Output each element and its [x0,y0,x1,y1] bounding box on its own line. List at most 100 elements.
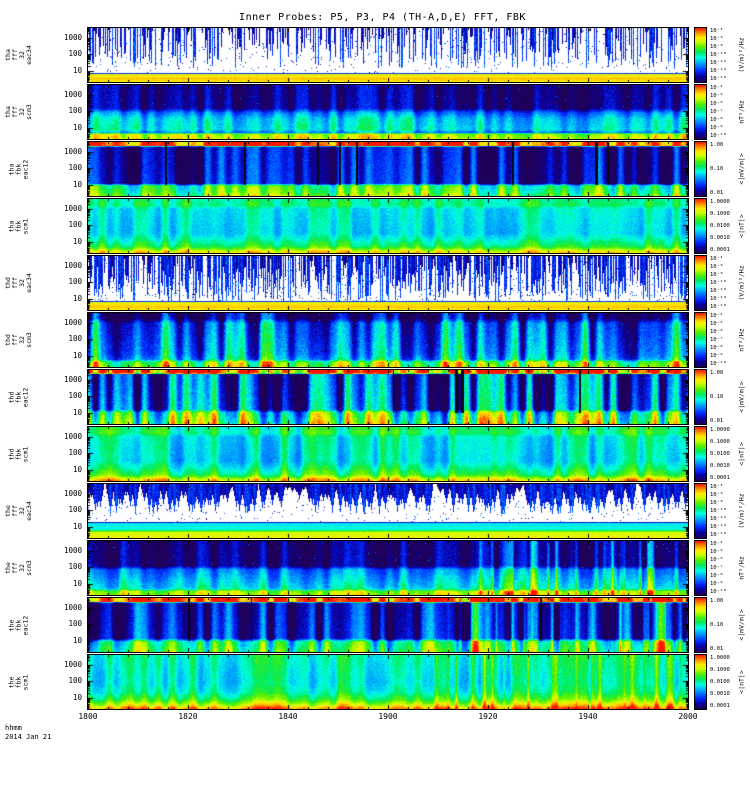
panel-label: tha fff 32 scm3 [4,104,33,120]
y-tick-label: 10 [72,122,82,132]
y-tick-label: 1000 [63,374,82,384]
colorbar [694,198,707,254]
colorbar-tick-label: 10⁻⁴ [710,313,724,319]
y-axis-tick-labels: 1000 100 10 [38,142,86,196]
colorbar-tick-label: 10⁻¹⁰ [710,361,727,367]
panel-label: the fbk eac12 [7,615,30,635]
colorbar-tick-label: 10⁻⁶ [710,492,724,498]
spectrogram [87,540,689,596]
colorbar-tick-label: 10⁻⁴ [710,256,724,262]
y-tick-label: 10 [72,521,82,531]
spectrogram [87,198,689,254]
colorbar-tick-label: 10⁻⁷ [710,337,724,343]
colorbar-tick-labels: 10⁻⁴ 10⁻⁶ 10⁻⁸ 10⁻¹⁰ 10⁻¹² 10⁻¹⁴ 10⁻¹⁶ [710,484,737,538]
colorbar-tick-label: 10⁻¹⁴ [710,524,727,530]
colorbar-tick-label: 10⁻¹⁰ [710,280,727,286]
y-tick-label: 10 [72,236,82,246]
colorbar-tick-label: 0.01 [710,418,724,424]
colorbar-unit-label: nT²/Hz [738,100,747,124]
colorbar-tick-labels: 10⁻⁴ 10⁻⁶ 10⁻⁸ 10⁻¹⁰ 10⁻¹² 10⁻¹⁴ 10⁻¹⁶ [710,256,737,310]
y-tick-label: 100 [68,334,82,344]
colorbar-tick-label: 10⁻⁵ [710,93,724,99]
panel-row-tha-fff-32-eac34: tha fff 32 eac34 1000 100 10 10⁻⁴ 10⁻⁶ 10⁻⁸ 10⁻… [0,27,750,83]
colorbar-tick-label: 0.10 [710,166,724,172]
panel-label: thd fff 32 eac34 [3,273,33,293]
colorbar-unit-label: (V/m)²/Hz [738,493,747,529]
colorbar-tick-labels: 1.00 0.10 0.01 [710,142,737,196]
x-tick-label: 1800 [78,712,98,721]
panel-label: the fff 32 eac34 [3,501,33,521]
colorbar-tick-label: 0.0100 [710,223,730,229]
panel-label: tha fbk scm1 [7,218,30,234]
spectrogram [87,27,689,83]
spectrogram [87,654,689,710]
y-axis-tick-labels: 1000 100 10 [38,28,86,82]
colorbar-tick-label: 0.0010 [710,463,730,469]
y-tick-label: 100 [68,448,82,458]
colorbar-tick-label: 10⁻¹⁶ [710,76,727,82]
colorbar-tick-label: 0.01 [710,190,724,196]
y-tick-label: 1000 [63,260,82,270]
colorbar [694,312,707,368]
colorbar-unit-label: (V/m)²/Hz [738,37,747,73]
panel-label: the fff 32 scm3 [4,560,33,576]
colorbar [694,141,707,197]
colorbar [694,369,707,425]
colorbar-unit-label: (V/m)²/Hz [738,265,747,301]
colorbar-tick-label: 10⁻¹² [710,288,727,294]
colorbar-tick-label: 10⁻¹⁰ [710,508,727,514]
panel-row-tha-fbk-eac12: tha fbk eac12 1000 100 10 1.00 0.10 0.01 <|mV/m… [0,141,750,197]
y-tick-label: 10 [72,407,82,417]
colorbar-tick-label: 0.0001 [710,475,730,481]
colorbar [694,27,707,83]
spectrogram-canvas [88,313,688,367]
y-tick-label: 100 [68,49,82,59]
x-tick-label: 1900 [378,712,398,721]
y-tick-label: 10 [72,464,82,474]
spectrogram [87,312,689,368]
panel-row-tha-fff-32-scm3: tha fff 32 scm3 1000 100 10 10⁻⁴ 10⁻⁵ 10⁻⁶ 10⁻⁷… [0,84,750,140]
colorbar-tick-label: 10⁻⁸ [710,345,724,351]
colorbar [694,426,707,482]
colorbar-tick-label: 10⁻¹⁴ [710,296,727,302]
panel-row-the-fbk-scm1: the fbk scm1 1000 100 10 1.0000 0.1000 0.0100 0… [0,654,750,710]
x-axis-format-label: hhmm [5,724,22,732]
colorbar-tick-label: 10⁻⁵ [710,549,724,555]
panel-row-the-fbk-eac12: the fbk eac12 1000 100 10 1.00 0.10 0.01 <|mV/m… [0,597,750,653]
x-tick-label: 1920 [478,712,498,721]
colorbar-tick-label: 10⁻⁸ [710,117,724,123]
colorbar-unit-label: nT²/Hz [738,556,747,580]
y-axis-tick-labels: 1000 100 10 [38,256,86,310]
panel-row-thd-fff-32-eac34: thd fff 32 eac34 1000 100 10 10⁻⁴ 10⁻⁶ 10⁻⁸ 10⁻… [0,255,750,311]
colorbar-tick-label: 1.00 [710,142,724,148]
spectrogram-canvas [88,370,688,424]
colorbar-tick-labels: 1.0000 0.1000 0.0100 0.0010 0.0001 [710,427,737,481]
colorbar-unit-label: <|nT|> [738,214,747,238]
colorbar-tick-label: 10⁻¹⁰ [710,589,727,595]
colorbar-tick-labels: 10⁻⁴ 10⁻⁵ 10⁻⁶ 10⁻⁷ 10⁻⁸ 10⁻⁹ 10⁻¹⁰ [710,85,737,139]
colorbar-tick-labels: 1.00 0.10 0.01 [710,598,737,652]
colorbar-tick-label: 10⁻¹² [710,60,727,66]
panel-row-thd-fbk-scm1: thd fbk scm1 1000 100 10 1.0000 0.1000 0.0100 0… [0,426,750,482]
y-axis-tick-labels: 1000 100 10 [38,541,86,595]
spectrogram [87,426,689,482]
colorbar-tick-label: 10⁻¹⁶ [710,532,727,538]
spectrogram-canvas [88,427,688,481]
panel-label: thd fbk scm1 [7,446,30,462]
x-tick-label: 2000 [678,712,698,721]
colorbar-tick-label: 0.0001 [710,247,730,253]
colorbar-tick-label: 10⁻⁸ [710,272,724,278]
panel-label: tha fff 32 eac34 [3,45,33,65]
y-tick-label: 10 [72,350,82,360]
y-tick-label: 100 [68,163,82,173]
colorbar-tick-label: 10⁻⁹ [710,581,724,587]
colorbar-tick-label: 10⁻⁴ [710,541,724,547]
panel-row-thd-fbk-eac12: thd fbk eac12 1000 100 10 1.00 0.10 0.01 <|mV/m… [0,369,750,425]
colorbar-tick-label: 10⁻¹⁶ [710,304,727,310]
colorbar-tick-label: 10⁻⁴ [710,484,724,490]
footer: hhmm 2014 Jan 21 [5,724,51,742]
spectrogram-canvas [88,85,688,139]
colorbar-tick-label: 0.01 [710,646,724,652]
spectrogram-canvas [88,598,688,652]
y-tick-label: 10 [72,635,82,645]
